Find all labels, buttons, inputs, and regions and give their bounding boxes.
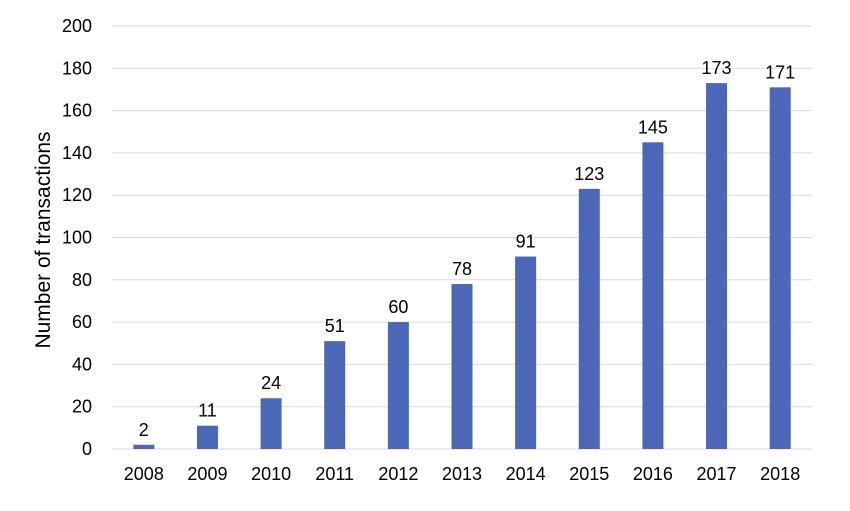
y-tick-label: 60 xyxy=(72,312,92,332)
y-axis-ticks: 0 20 40 60 80 100 120 140 160 180 200 xyxy=(62,16,92,459)
bar-2016 xyxy=(642,142,664,449)
x-tick-label-2010: 2010 xyxy=(251,464,291,484)
x-tick-label-2017: 2017 xyxy=(697,464,737,484)
data-label-2013: 78 xyxy=(452,259,472,279)
data-label-2011: 51 xyxy=(325,316,345,336)
x-tick-label-2014: 2014 xyxy=(506,464,546,484)
data-label-2009: 11 xyxy=(198,401,217,421)
data-label-2012: 60 xyxy=(388,297,408,317)
data-labels: 2 11 24 51 60 78 91 123 145 173 171 xyxy=(139,58,795,440)
bar-2013 xyxy=(451,284,473,449)
y-tick-label: 0 xyxy=(82,439,92,459)
data-label-2008: 2 xyxy=(139,420,149,440)
y-axis-title: Number of transactions xyxy=(32,131,55,348)
bar-2011 xyxy=(324,341,346,449)
bar-2014 xyxy=(515,256,537,449)
x-tick-label-2009: 2009 xyxy=(187,464,227,484)
x-tick-label-2012: 2012 xyxy=(378,464,418,484)
bar-2018 xyxy=(769,87,791,450)
bar-2010 xyxy=(260,398,282,449)
x-tick-label-2011: 2011 xyxy=(315,464,354,484)
y-tick-label: 80 xyxy=(72,270,92,290)
data-label-2014: 91 xyxy=(516,232,536,252)
bar-2017 xyxy=(706,83,728,449)
bar-2009 xyxy=(196,425,218,449)
x-tick-label-2018: 2018 xyxy=(760,464,800,484)
data-label-2018: 171 xyxy=(765,62,795,82)
y-tick-label: 160 xyxy=(62,101,92,121)
data-label-2016: 145 xyxy=(638,117,668,137)
x-tick-label-2016: 2016 xyxy=(633,464,673,484)
y-tick-label: 140 xyxy=(62,143,92,163)
bar-2012 xyxy=(387,322,409,449)
x-tick-label-2015: 2015 xyxy=(569,464,609,484)
y-tick-label: 100 xyxy=(62,228,92,248)
data-label-2015: 123 xyxy=(574,164,604,184)
bar-2008 xyxy=(133,444,155,449)
x-axis-ticks: 2008 2009 2010 2011 2012 2013 2014 2015 2016 2017… xyxy=(124,464,800,484)
y-tick-label: 120 xyxy=(62,185,92,205)
bar-2015 xyxy=(578,188,600,450)
x-tick-label-2013: 2013 xyxy=(442,464,482,484)
gridlines xyxy=(112,25,812,450)
y-tick-label: 20 xyxy=(72,397,92,417)
y-tick-label: 180 xyxy=(62,58,92,78)
y-tick-label: 40 xyxy=(72,354,92,374)
data-label-2010: 24 xyxy=(261,373,281,393)
bars xyxy=(133,83,791,450)
data-label-2017: 173 xyxy=(702,58,732,78)
y-tick-label: 200 xyxy=(62,16,92,36)
x-tick-label-2008: 2008 xyxy=(124,464,164,484)
